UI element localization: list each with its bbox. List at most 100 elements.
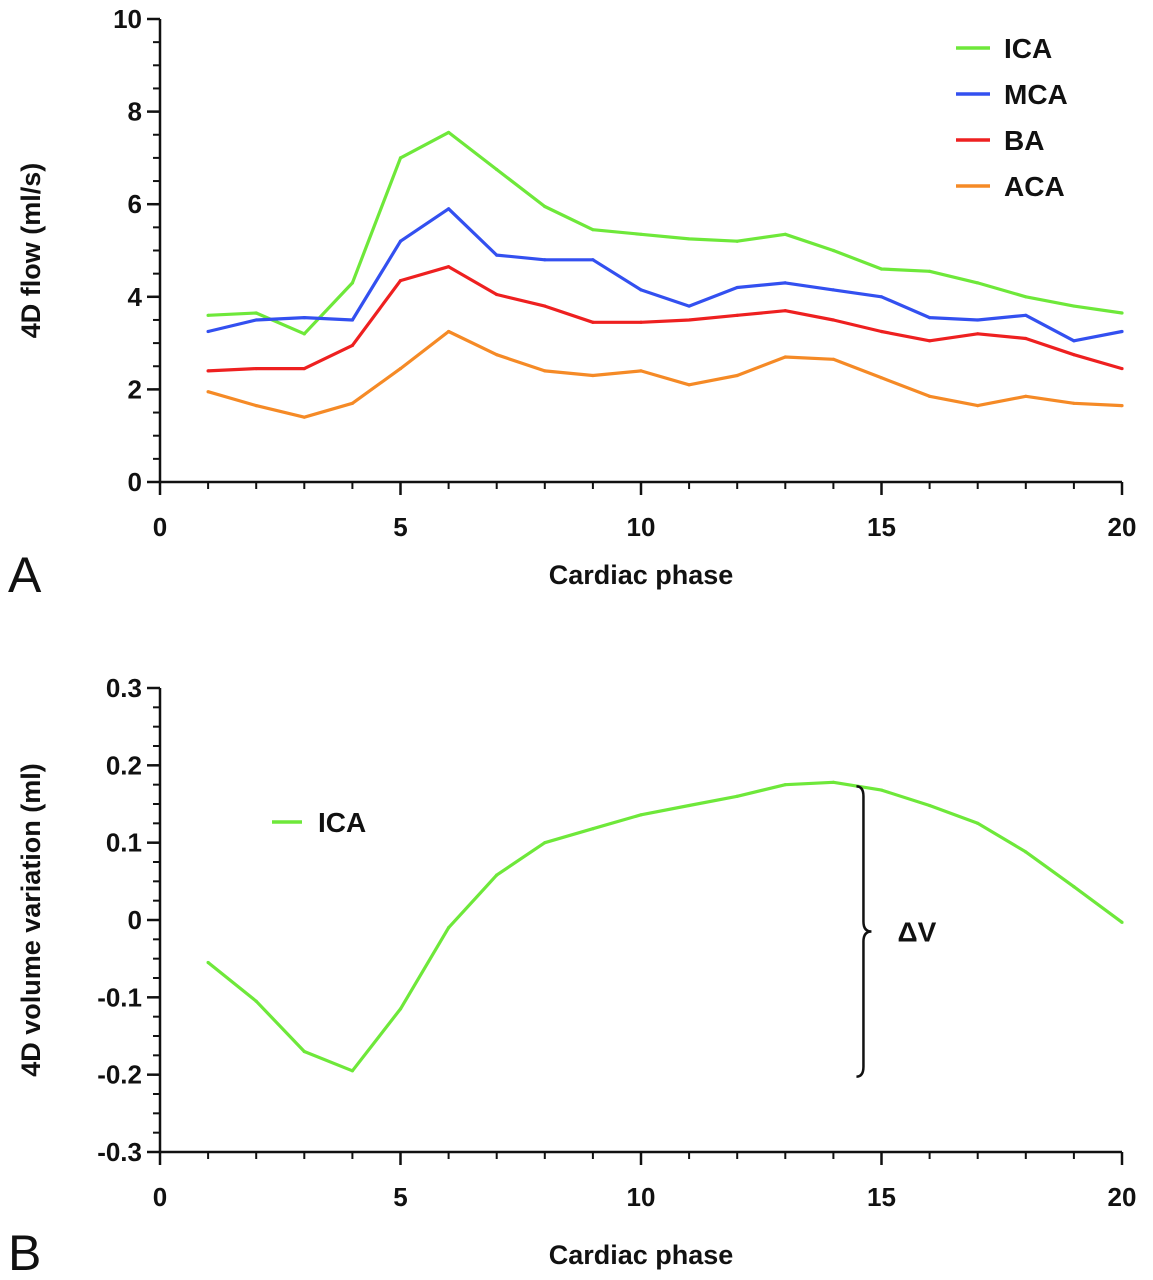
x-tick-label: 0 <box>153 512 167 542</box>
data-point-ica <box>398 1007 403 1011</box>
y-tick-label: 0.2 <box>106 750 142 780</box>
y-tick-label: 0 <box>128 467 142 497</box>
series-line-aca <box>207 329 1123 419</box>
y-tick-label: 4 <box>128 282 143 312</box>
data-point-mca <box>447 207 451 211</box>
data-point-ba <box>591 320 595 324</box>
legend-label-mca: MCA <box>1004 79 1068 110</box>
data-point-ba <box>206 369 210 373</box>
data-point-ica <box>1072 304 1076 308</box>
data-point-aca <box>1072 401 1076 405</box>
data-point-ica <box>254 999 258 1003</box>
x-tick-label: 10 <box>627 1182 656 1212</box>
data-point-ica <box>928 269 932 273</box>
data-point-ica <box>206 960 210 965</box>
series-line-mca <box>207 207 1123 343</box>
x-axis-title: Cardiac phase <box>549 1240 734 1270</box>
data-point-mca <box>639 288 643 292</box>
x-tick-label: 10 <box>627 512 656 542</box>
data-point-aca <box>254 404 258 408</box>
data-point-ica <box>831 248 836 253</box>
data-point-mca <box>735 285 739 290</box>
data-point-aca <box>350 401 354 405</box>
data-point-ba <box>447 265 451 269</box>
data-point-ica <box>1072 885 1076 889</box>
data-point-mca <box>591 258 595 262</box>
x-axis-title: Cardiac phase <box>549 560 734 590</box>
data-point-aca <box>928 394 932 398</box>
x-tick-label: 15 <box>867 512 896 542</box>
data-point-ba <box>687 318 691 322</box>
data-point-ba <box>879 329 884 334</box>
data-point-ba <box>639 320 643 324</box>
data-point-aca <box>302 415 306 419</box>
x-tick-label: 5 <box>393 512 407 542</box>
x-tick-label: 5 <box>393 1182 407 1212</box>
chart-panel-a: 0 2 4 6 8 10 0 5 10 15 20 Cardiac phase 4D flow (ml/… <box>8 4 1136 603</box>
data-point-ba <box>543 304 547 308</box>
data-point-ba <box>1024 336 1028 341</box>
y-tick-label: 8 <box>128 97 142 127</box>
data-point-aca <box>543 369 547 373</box>
series-line-ica <box>207 780 1123 1073</box>
data-point-mca <box>783 281 787 285</box>
data-point-mca <box>206 329 210 334</box>
data-point-ica <box>254 311 258 315</box>
y-tick-label: 0.1 <box>106 828 142 858</box>
legend-label-aca: ACA <box>1004 171 1065 202</box>
data-point-mca <box>687 304 691 308</box>
data-point-ba <box>254 366 258 371</box>
data-point-ica <box>495 873 499 877</box>
data-point-ica <box>976 281 980 285</box>
data-point-ica <box>976 821 980 825</box>
data-point-ica <box>783 783 787 787</box>
y-tick-label: 2 <box>128 374 142 404</box>
data-point-ica <box>302 1049 306 1054</box>
data-point-aca <box>831 357 836 361</box>
data-point-ba <box>735 313 739 317</box>
data-point-aca <box>687 383 691 387</box>
data-point-aca <box>495 353 499 357</box>
data-point-aca <box>1120 404 1124 408</box>
data-point-ba <box>350 343 354 348</box>
y-tick-label: 10 <box>113 4 142 34</box>
data-point-ica <box>350 281 354 285</box>
data-point-mca <box>543 258 547 262</box>
data-point-aca <box>206 390 210 394</box>
y-tick-label: -0.1 <box>97 982 142 1012</box>
legend-label-ba: BA <box>1004 125 1044 156</box>
data-point-ica <box>350 1069 354 1073</box>
data-point-ica <box>591 827 595 831</box>
data-point-mca <box>1120 329 1124 334</box>
data-point-ica <box>735 794 739 798</box>
data-point-aca <box>783 355 787 359</box>
data-point-aca <box>976 404 980 408</box>
data-point-mca <box>398 239 403 243</box>
data-point-mca <box>495 253 499 257</box>
data-point-ica <box>687 237 691 241</box>
data-point-mca <box>254 318 258 322</box>
data-point-ica <box>928 803 932 808</box>
x-tick-label: 20 <box>1108 1182 1137 1212</box>
data-point-ba <box>928 339 932 343</box>
data-point-ba <box>495 292 499 297</box>
data-point-ica <box>735 239 739 243</box>
legend-label-ica: ICA <box>1004 33 1052 64</box>
data-point-mca <box>831 288 836 292</box>
data-point-aca <box>591 373 595 378</box>
data-point-ica <box>1120 920 1124 924</box>
data-point-ba <box>783 309 787 313</box>
data-point-aca <box>1024 394 1028 398</box>
data-point-ica <box>687 803 691 808</box>
data-point-ica <box>591 228 595 232</box>
chart-panel-b: -0.3 -0.2 -0.1 0 0.1 0.2 0.3 0 5 10 15 20 Cardiac ph… <box>8 673 1136 1280</box>
data-point-ba <box>1120 366 1124 371</box>
data-point-aca <box>639 369 643 373</box>
data-point-ica <box>783 232 787 236</box>
data-point-ica <box>1120 311 1124 315</box>
data-point-aca <box>735 373 739 378</box>
y-tick-label: 0 <box>128 905 142 935</box>
data-point-ica <box>639 813 643 817</box>
data-point-mca <box>976 318 980 322</box>
panel-letter: B <box>8 1225 41 1280</box>
